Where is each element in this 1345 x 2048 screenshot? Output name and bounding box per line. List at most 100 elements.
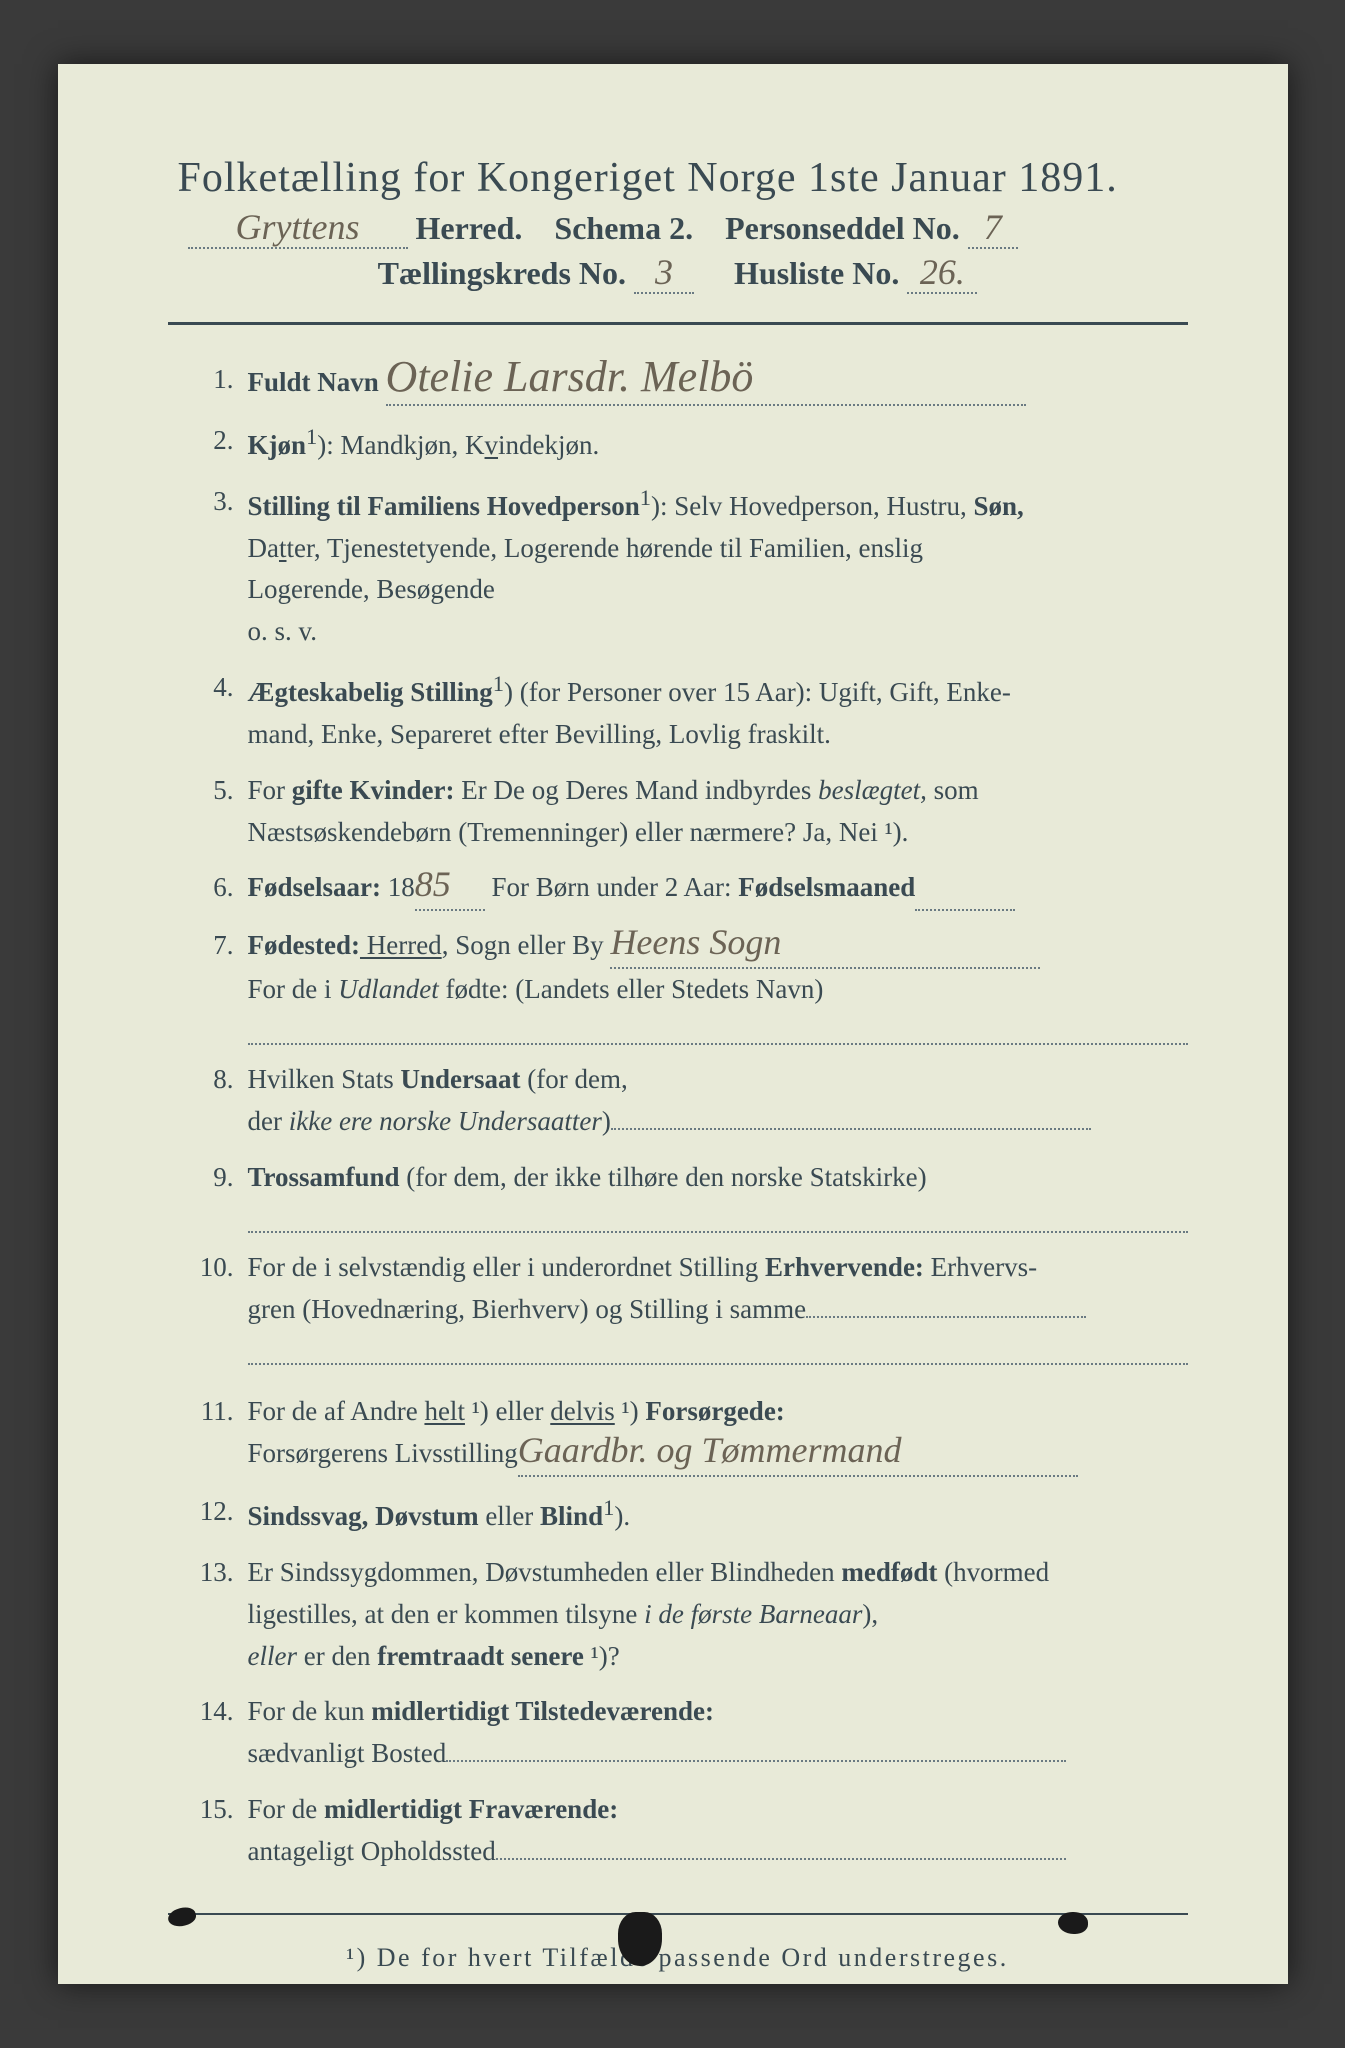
item-text: (for dem, der ikke tilhøre den norske St… [400,1162,927,1192]
personseddel-label: Personseddel No. [725,210,960,246]
item-label: Stilling til Familiens Hovedperson [248,491,640,521]
item-text: 18 [381,872,415,902]
item-continuation: sædvanligt Bosted [248,1733,1188,1775]
footnote-ref: 1 [603,1495,614,1520]
item-text: For de af Andre [248,1396,425,1426]
item-label: Fødselsmaaned [738,872,915,902]
item-8-citizenship: 8. Hvilken Stats Undersaat (for dem, der… [188,1059,1188,1143]
item-label: Trossamfund [248,1162,400,1192]
item-10-occupation: 10. For de i selvstændig eller i underor… [188,1247,1188,1365]
item-label: Fødested: [248,930,360,960]
item-label: Fødselsaar: [248,872,381,902]
item-continuation: eller er den fremtraadt senere ¹)? [248,1636,1188,1678]
page-title: Folketælling for Kongeriget Norge 1ste J… [178,154,1188,202]
item-text: Da [248,533,279,563]
schema-label: Schema 2. [554,210,693,246]
item-15-temporary-absent: 15. For de midlertidigt Fraværende: anta… [188,1789,1188,1873]
item-bold: Søn, [974,491,1024,521]
item-num: 4. [188,667,234,709]
item-5-related: 5. For gifte Kvinder: Er De og Deres Man… [188,770,1188,854]
provider-occupation-handwritten: Gaardbr. og Tømmermand [518,1436,902,1465]
item-num: 9. [188,1157,234,1199]
item-text: , Sogn eller By [442,930,604,960]
underlined-choice: t [279,533,287,563]
item-1-name: 1. Fuldt Navn Otelie Larsdr. Melbö [188,359,1188,406]
birthyear-handwritten: 85 [415,870,451,899]
footnote-ref: 1 [493,671,504,696]
header-line-3: Tællingskreds No. 3 Husliste No. 26. [168,255,1188,294]
item-label: Ægteskabelig Stilling [248,677,493,707]
item-num: 5. [188,770,234,812]
item-text: ), [862,1599,878,1629]
item-text: gren (Hovednæring, Bierhverv) og Stillin… [248,1294,807,1324]
item-italic: i de første Barneaar [644,1599,862,1629]
item-text: antageligt Opholdssted [248,1836,496,1866]
item-label: midlertidigt Tilstedeværende: [371,1696,714,1726]
item-text: ) [602,1106,611,1136]
item-text: ¹) eller [465,1396,550,1426]
item-continuation: Logerende, Besøgende [248,569,1188,611]
item-9-religion: 9. Trossamfund (for dem, der ikke tilhør… [188,1157,1188,1233]
item-12-disability: 12. Sindssvag, Døvstum eller Blind1). [188,1491,1188,1538]
item-text: For de kun [248,1696,372,1726]
item-num: 3. [188,481,234,523]
item-text: (hvormed [937,1557,1049,1587]
item-text: Er De og Deres Mand indbyrdes [454,775,818,805]
item-text: For de i [248,974,339,1004]
item-text: Erhvervs- [924,1252,1037,1282]
item-label: Forsørgede: [645,1396,784,1426]
item-text: Forsørgerens Livsstilling [248,1438,518,1468]
item-label: midlertidigt Fraværende: [324,1794,618,1824]
item-num: 2. [188,420,234,462]
fullname-handwritten: Otelie Larsdr. Melbö [386,359,754,394]
item-text: ) (for Personer over 15 Aar): Ugift, Gif… [504,677,1011,707]
item-continuation: Datter, Tjenestetyende, Logerende hørend… [248,528,1188,570]
item-num: 15. [188,1789,234,1831]
item-continuation: For de i Udlandet fødte: (Landets eller … [248,969,1188,1011]
item-4-marital: 4. Ægteskabelig Stilling1) (for Personer… [188,667,1188,756]
item-italic: Udlandet [338,974,439,1004]
item-text: indekjøn. [498,430,599,460]
item-text: For de i selvstændig eller i underordnet… [248,1252,765,1282]
item-text: For de [248,1794,325,1824]
dotted-fill-line [248,1011,1188,1045]
item-continuation: gren (Hovednæring, Bierhverv) og Stillin… [248,1289,1188,1331]
kreds-no-handwritten: 3 [655,258,673,287]
item-italic: ikke ere norske Undersaatter [289,1106,602,1136]
divider-top [168,322,1188,325]
item-text: der [248,1106,289,1136]
underlined-word: helt [424,1396,465,1426]
footnote-ref: 1 [640,485,651,510]
item-continuation: Næstsøskendebørn (Tremenninger) eller næ… [248,812,1188,854]
item-label: gifte Kvinder: [292,775,455,805]
item-text: fødte: (Landets eller Stedets Navn) [439,974,824,1004]
item-13-congenital: 13. Er Sindssygdommen, Døvstumheden elle… [188,1552,1188,1678]
item-text: Hvilken Stats [248,1064,401,1094]
underlined-choice: v [485,430,499,460]
item-bold: medfødt [841,1557,937,1587]
item-11-dependent: 11. For de af Andre helt ¹) eller delvis… [188,1391,1188,1477]
item-text: ter, Tjenestetyende, Logerende hørende t… [287,533,923,563]
underlined-word: delvis [550,1396,615,1426]
item-num: 11. [188,1391,234,1433]
footnote-text: ¹) De for hvert Tilfælde passende Ord un… [168,1943,1188,1973]
kreds-label: Tællingskreds No. [378,255,626,291]
underlined-choice: Herred [360,930,442,960]
ink-blot [618,1912,662,1966]
item-continuation: der ikke ere norske Undersaatter) [248,1101,1188,1143]
item-continuation: ligestilles, at den er kommen tilsyne i … [248,1594,1188,1636]
item-italic: eller [248,1641,297,1671]
item-label: Erhvervende: [765,1252,924,1282]
item-label: Blind [540,1501,603,1531]
item-num: 8. [188,1059,234,1101]
item-num: 1. [188,359,234,401]
item-continuation: antageligt Opholdssted [248,1831,1188,1873]
item-text: ligestilles, at den er kommen tilsyne [248,1599,645,1629]
item-text: eller [479,1501,540,1531]
item-text: (for dem, [521,1064,628,1094]
item-italic: beslægtet, [818,775,927,805]
item-2-sex: 2. Kjøn1): Mandkjøn, Kvindekjøn. [188,420,1188,467]
item-text: ). [614,1501,630,1531]
item-6-birthyear: 6. Fødselsaar: 1885 For Børn under 2 Aar… [188,867,1188,911]
item-label: Fuldt Navn [248,367,379,397]
